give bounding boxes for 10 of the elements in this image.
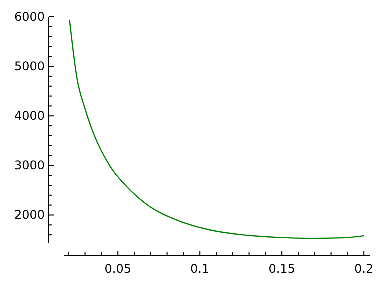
x-tick-label: 0.1 [190, 262, 210, 276]
y-tick-label: 5000 [14, 60, 45, 74]
y-tick-label: 4000 [14, 109, 45, 124]
y-tick-label: 2000 [14, 208, 45, 222]
y-tick-label: 6000 [14, 10, 45, 24]
x-tick-label: 0.05 [104, 262, 132, 276]
y-tick-label: 3000 [14, 158, 45, 173]
x-tick-label: 0.15 [268, 262, 296, 276]
line-series [69, 19, 365, 240]
x-tick-label: 0.2 [354, 262, 374, 276]
